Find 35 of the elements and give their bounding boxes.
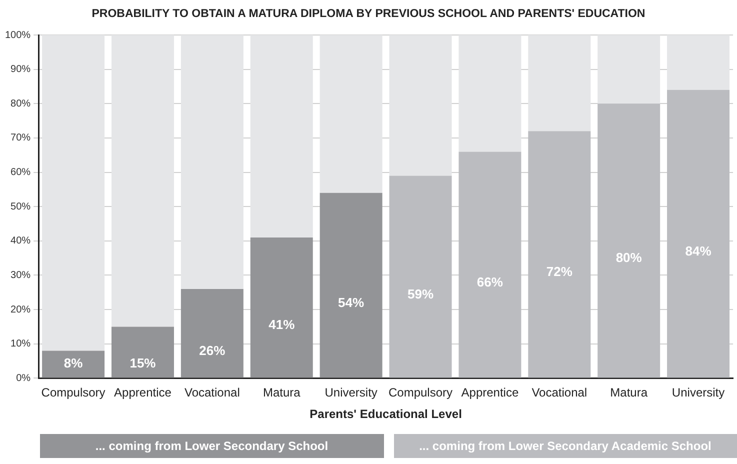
x-axis-title: Parents' Educational Level bbox=[310, 407, 462, 422]
x-tick-label: Matura bbox=[262, 386, 301, 400]
x-tick-label: Apprentice bbox=[461, 386, 519, 400]
x-tick-label: Compulsory bbox=[388, 386, 453, 400]
data-label: 8% bbox=[64, 355, 84, 370]
y-tick-label: 40% bbox=[10, 236, 31, 247]
y-tick-label: 90% bbox=[10, 64, 31, 76]
y-tick-label: 100% bbox=[5, 30, 31, 41]
y-tick-label: 10% bbox=[10, 338, 31, 350]
x-tick-label: Vocational bbox=[532, 386, 588, 400]
x-tick-label: University bbox=[672, 386, 725, 400]
x-tick-label: Compulsory bbox=[41, 386, 106, 400]
data-label: 84% bbox=[685, 243, 712, 258]
y-tick-label: 30% bbox=[10, 270, 31, 281]
data-label: 54% bbox=[338, 294, 365, 310]
text: ... coming from Lower Secondary Academic School bbox=[394, 434, 737, 458]
y-tick-label: 20% bbox=[10, 304, 31, 316]
x-tick-label: Matura bbox=[610, 386, 648, 400]
data-label: 26% bbox=[199, 342, 226, 358]
data-label: 41% bbox=[268, 317, 296, 332]
data-label: 15% bbox=[130, 355, 156, 370]
y-tick-label: 0% bbox=[16, 372, 31, 384]
data-label: 59% bbox=[407, 286, 434, 302]
y-tick-label: 60% bbox=[10, 167, 31, 178]
y-tick-label: 50% bbox=[10, 201, 31, 212]
data-label: 66% bbox=[476, 274, 504, 290]
data-label: 80% bbox=[616, 250, 642, 266]
data-label: 72% bbox=[546, 264, 573, 279]
chart-title: PROBABILITY TO OBTAIN A MATURA DIPLOMA BY PREVIOUS SCHOOL AND PARENTS' EDUCATION bbox=[90, 8, 646, 20]
y-tick-label: 80% bbox=[10, 98, 31, 110]
x-tick-label: Apprentice bbox=[114, 386, 172, 400]
x-tick-label: University bbox=[324, 386, 378, 400]
x-tick-label: Vocational bbox=[184, 386, 240, 400]
y-tick-label: 70% bbox=[10, 132, 31, 144]
text: ... coming from Lower Secondary School bbox=[40, 434, 384, 458]
